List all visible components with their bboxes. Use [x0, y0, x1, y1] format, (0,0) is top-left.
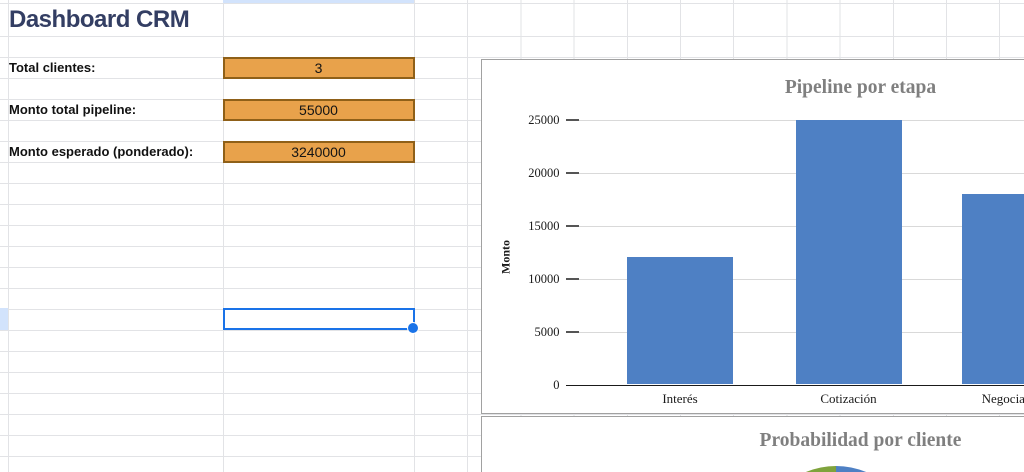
y-axis-tick	[565, 119, 579, 121]
pie-chart-title: Probabilidad por cliente	[759, 429, 962, 451]
plot-gridline	[565, 225, 1024, 227]
y-axis-tick-label: 20000	[528, 165, 560, 180]
y-axis-tick	[565, 225, 579, 227]
selection-fill-handle[interactable]	[406, 322, 419, 334]
pie-chart	[757, 465, 914, 472]
grid-column-line	[222, 0, 224, 472]
bar-Negociación	[961, 193, 1024, 385]
y-axis-tick-label: 10000	[528, 271, 560, 286]
x-axis-category-label: Negociación	[981, 390, 1024, 406]
bar-Cotización	[795, 119, 902, 385]
metric-value-monto-esperado[interactable]: 3240000	[222, 140, 415, 163]
x-axis-category-label: Cotización	[820, 390, 877, 406]
plot-gridline	[565, 119, 1024, 121]
y-axis-tick-label: 25000	[528, 112, 560, 127]
bar-chart-y-axis-label: Monto	[498, 239, 512, 274]
selected-column-highlight	[222, 0, 414, 3]
y-axis-tick	[565, 278, 579, 280]
y-axis-tick-label: 5000	[534, 324, 560, 339]
metric-label-total-clientes[interactable]: Total clientes:	[9, 59, 96, 75]
plot-gridline	[565, 278, 1024, 280]
y-axis-tick-label: 0	[553, 377, 560, 392]
y-axis-tick	[565, 172, 579, 174]
metric-label-monto-pipeline[interactable]: Monto total pipeline:	[9, 101, 137, 117]
bar-chart-title: Pipeline por etapa	[784, 76, 937, 98]
x-axis-line	[565, 384, 1024, 387]
pie-chart-card[interactable]: Probabilidad por cliente	[480, 415, 1024, 472]
x-axis-category-label: Interés	[662, 390, 698, 406]
y-axis-tick	[565, 331, 579, 333]
bar-Interés	[627, 257, 733, 385]
metric-value-monto-pipeline[interactable]: 55000	[222, 98, 415, 121]
y-axis-tick-label: 15000	[528, 218, 560, 233]
selected-cell[interactable]	[222, 308, 419, 334]
sheet-title[interactable]: Dashboard CRM	[9, 6, 190, 33]
plot-gridline	[565, 172, 1024, 174]
bar-chart-card[interactable]: Pipeline por etapa Monto 0 5000 10000 15000…	[480, 58, 1024, 414]
grid-column-line	[7, 0, 9, 472]
metric-value-total-clientes[interactable]: 3	[222, 56, 415, 79]
selected-row-highlight	[0, 308, 8, 330]
metric-label-monto-esperado[interactable]: Monto esperado (ponderado):	[9, 143, 194, 159]
plot-gridline	[565, 331, 1024, 333]
